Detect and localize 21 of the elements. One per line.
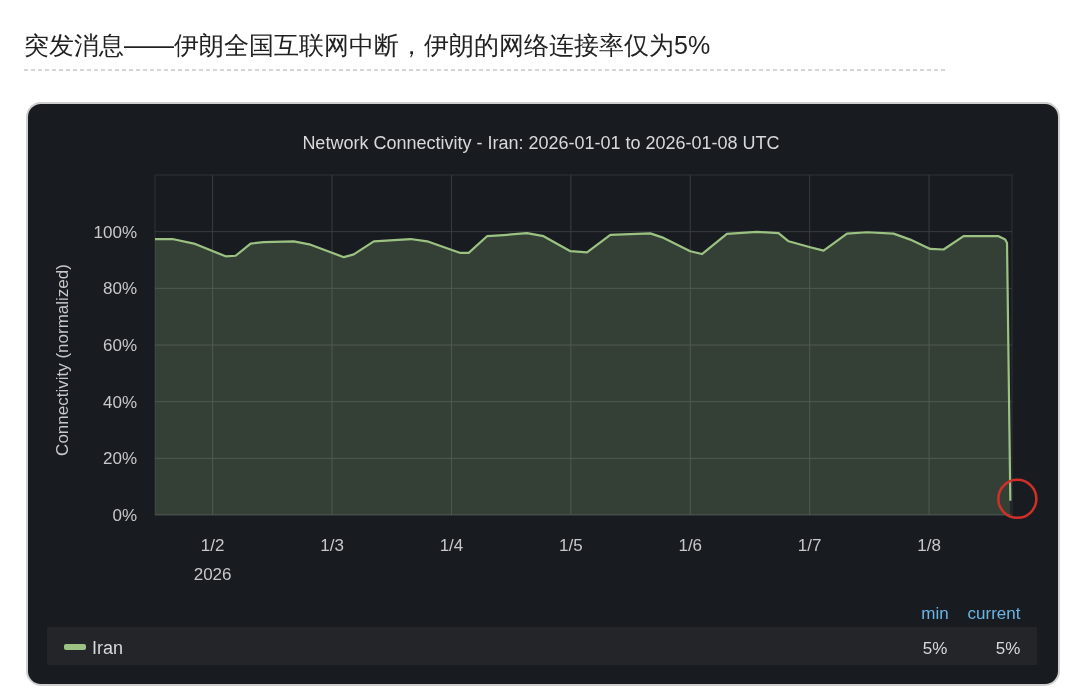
x-tick-label: 1/8 (917, 536, 941, 555)
x-tick-label: 1/5 (559, 536, 583, 555)
x-tick-label: 1/6 (678, 536, 703, 555)
y-tick-label: 40% (102, 392, 137, 412)
chart-subtitle: Network Connectivity - Iran: 2026-01-01 to 2026-01-08 UTC (302, 133, 780, 153)
y-tick-label: 0% (112, 506, 137, 525)
y-tick-label: 100% (93, 222, 137, 242)
text: 5% (922, 639, 948, 658)
x-tick-label: 1/4 (439, 536, 464, 555)
text: 5% (995, 639, 1021, 658)
y-tick-label: 20% (102, 449, 137, 469)
y-axis-title: Connectivity (normalized) (53, 264, 72, 456)
x-tick-label: 1/2 2026 (193, 536, 232, 584)
x-tick-label: 1/3 (320, 536, 344, 555)
x-tick-label: 1/7 (797, 536, 822, 555)
legend-label: Iran (92, 638, 124, 658)
chart-title: 突发消息——伊朗全国互联网中断，伊朗的网络连接率仅为5% (24, 31, 711, 59)
y-tick-label: 60% (102, 336, 137, 355)
y-tick-label: 80% (102, 279, 137, 299)
text: min (921, 604, 949, 623)
text: current (967, 604, 1021, 623)
